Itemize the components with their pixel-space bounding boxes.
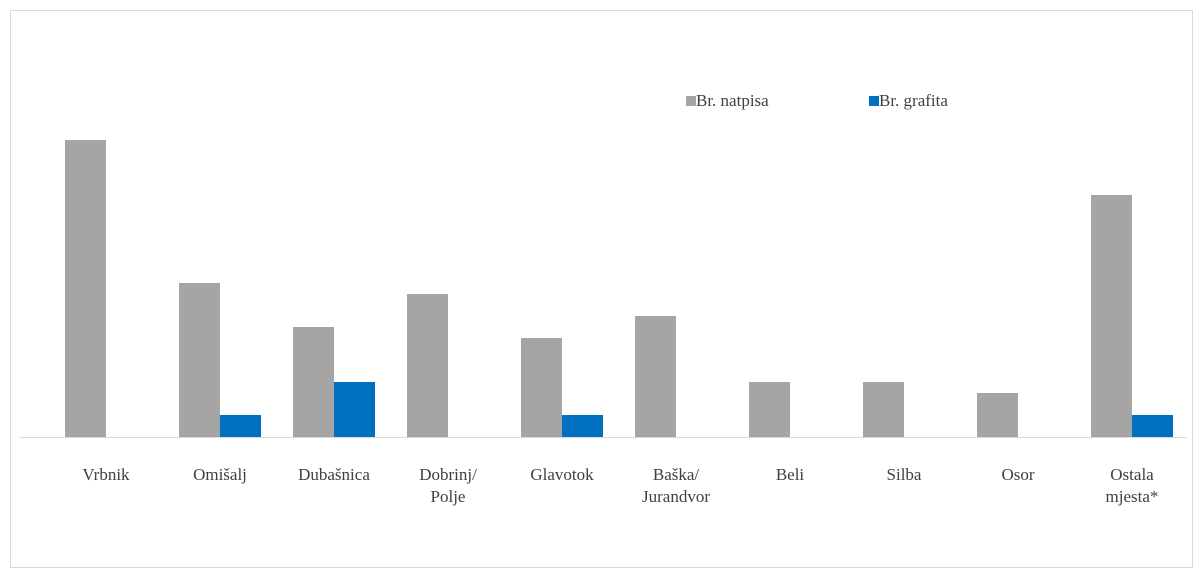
bar (65, 140, 106, 437)
bar (1091, 195, 1132, 437)
x-tick-label: Osor (1001, 465, 1035, 484)
chart-frame (10, 10, 1193, 568)
legend-swatch (869, 96, 879, 106)
bar (749, 382, 790, 437)
bar (220, 415, 261, 437)
bar (562, 415, 603, 437)
legend-label: Br. grafita (879, 91, 948, 110)
x-tick-label: Silba (886, 465, 922, 484)
x-tick-label: Dobrinj/ Polje (419, 465, 477, 506)
bar (635, 316, 676, 437)
bar (863, 382, 904, 437)
bar (977, 393, 1018, 437)
x-tick-label: Baška/ Jurandvor (642, 465, 710, 506)
legend-swatch (686, 96, 696, 106)
x-tick-label: Glavotok (530, 465, 594, 484)
bar (334, 382, 375, 437)
legend-label: Br. natpisa (696, 91, 769, 110)
x-tick-label: Dubašnica (298, 465, 370, 484)
x-tick-label: Omišalj (193, 465, 247, 484)
x-tick-label: Beli (775, 465, 805, 484)
bar (521, 338, 562, 437)
bar (1132, 415, 1173, 437)
x-tick-label: Ostala mjesta* (1105, 465, 1159, 506)
bar (179, 283, 220, 437)
bar (293, 327, 334, 437)
bar (407, 294, 448, 437)
x-tick-label: Vrbnik (82, 465, 130, 484)
